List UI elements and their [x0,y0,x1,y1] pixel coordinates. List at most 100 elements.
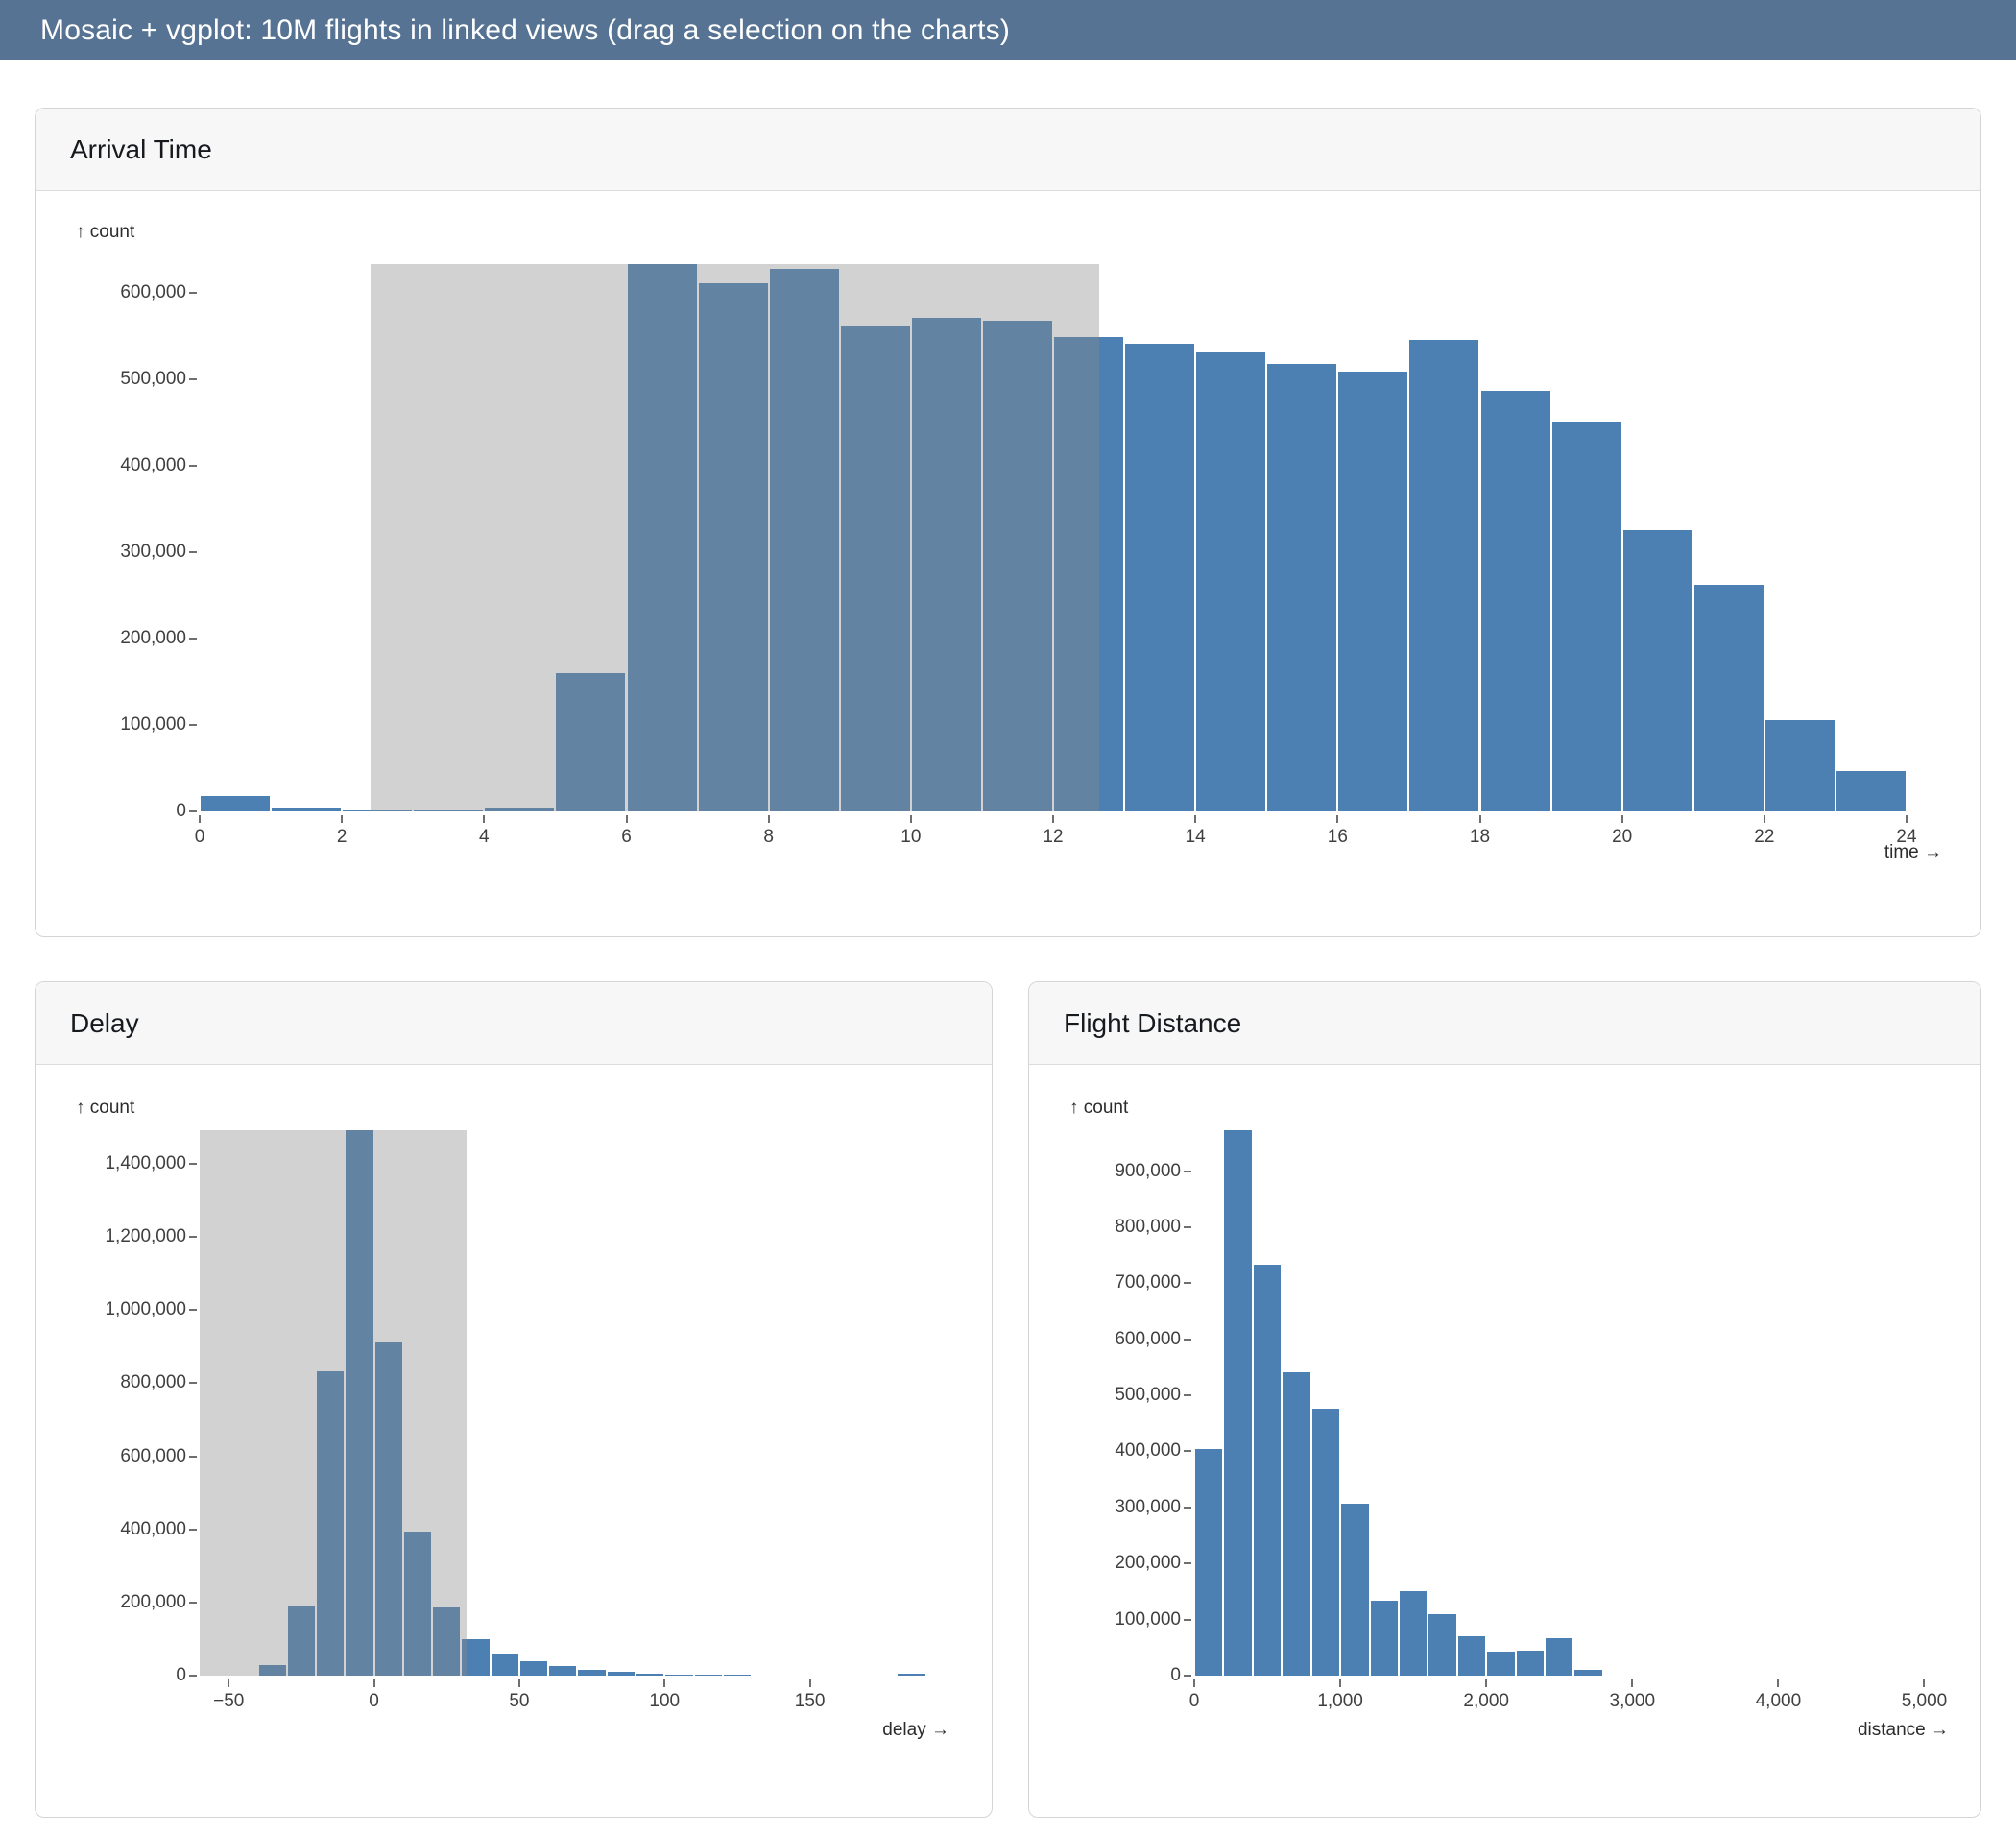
x-tick-mark [808,1679,811,1687]
y-tick-label: 0 [176,1665,186,1685]
y-tick-label: 0 [176,801,186,821]
x-axis-label: time → [1884,842,1942,862]
x-tick-label: 100 [649,1691,681,1711]
brush-selection[interactable] [370,264,1100,811]
x-tick-mark [1485,1679,1488,1687]
histogram-bar [414,809,484,811]
y-tick-mark [189,377,197,380]
x-tick-mark [517,1679,520,1687]
histogram-bar [317,1371,345,1676]
x-tick-label: 14 [1185,827,1206,847]
panel-title: Flight Distance [1064,1007,1242,1038]
histogram-bar [982,320,1052,811]
y-tick-label: 400,000 [120,454,186,475]
histogram-bar [607,1672,635,1676]
histogram-bar [258,1665,286,1676]
x-tick-mark [372,1679,375,1687]
y-tick-mark [1184,1394,1191,1397]
x-tick-mark [1339,1679,1342,1687]
y-tick-label: 100,000 [1115,1608,1181,1630]
histogram-bar [491,1653,518,1676]
histogram-bar [374,1341,402,1676]
histogram-bar [1764,719,1835,811]
histogram-bar [1370,1600,1398,1676]
histogram-bar [1338,371,1408,811]
arrival-time-histogram[interactable] [200,264,1907,811]
count-axis-label: ↑ count [76,1098,135,1118]
page-title: Mosaic + vgplot: 10M flights in linked v… [40,13,1011,46]
y-tick-mark [1184,1338,1191,1341]
y-tick-mark [189,1236,197,1239]
y-tick-mark [189,1309,197,1312]
histogram-bar [272,808,342,811]
x-axis-label: distance → [1857,1720,1949,1740]
x-tick-mark [341,815,344,823]
x-tick-label: 24 [1896,827,1917,847]
histogram-bar [698,282,768,811]
y-tick-mark [1184,1170,1191,1172]
y-tick-mark [189,723,197,726]
histogram-bar [1311,1408,1340,1676]
histogram-bar [1054,336,1124,811]
y-tick-label: 1,400,000 [105,1153,186,1174]
histogram-bar [519,1661,548,1676]
y-tick-label: 500,000 [1115,1385,1181,1406]
x-tick-mark [1194,815,1197,823]
delay-histogram[interactable] [200,1130,961,1676]
histogram-bar [1516,1651,1545,1676]
x-tick-label: 20 [1612,827,1633,847]
y-tick-mark [189,464,197,467]
panel-header: Flight Distance [1029,982,1980,1065]
y-tick-mark [1184,1675,1191,1677]
panel-header: Delay [36,982,992,1065]
y-tick-mark [1184,1450,1191,1453]
y-tick-mark [1184,1506,1191,1509]
histogram-bar [433,1607,461,1676]
x-tick-label: 12 [1043,827,1064,847]
histogram-bar [1487,1651,1515,1676]
histogram-bar [1574,1669,1602,1676]
flight-distance-histogram[interactable] [1194,1130,1959,1676]
histogram-bar [1399,1591,1428,1676]
histogram-bar [1196,351,1266,811]
x-tick-label: 22 [1754,827,1775,847]
brush-selection[interactable] [200,1130,468,1676]
x-tick-label: 8 [763,827,774,847]
histogram-bar [462,1638,490,1676]
y-tick-mark [189,291,197,294]
histogram-bar [346,1130,373,1676]
x-tick-label: 1,000 [1317,1691,1363,1711]
histogram-bar [1195,1448,1223,1676]
y-tick-label: 600,000 [1115,1328,1181,1349]
x-tick-mark [1763,815,1765,823]
x-tick-mark [1052,815,1054,823]
histogram-bar [556,672,626,811]
histogram-bar [1125,343,1195,811]
x-tick-mark [663,1679,666,1687]
y-tick-label: 700,000 [1115,1272,1181,1293]
y-tick-mark [1184,1562,1191,1565]
y-tick-label: 1,200,000 [105,1226,186,1247]
x-tick-mark [483,815,486,823]
y-tick-label: 100,000 [120,713,186,735]
x-tick-label: 0 [1188,1691,1200,1711]
y-tick-mark [189,550,197,553]
y-tick-mark [1184,1225,1191,1228]
x-tick-label: 2 [336,827,348,847]
panel-header: Arrival Time [36,109,1980,191]
histogram-bar [1480,391,1550,811]
histogram-bar [1457,1635,1486,1676]
panel-title: Arrival Time [70,133,212,164]
y-tick-label: 1,000,000 [105,1299,186,1320]
count-axis-label: ↑ count [1069,1098,1129,1118]
histogram-bar [1551,421,1621,811]
y-tick-label: 600,000 [120,281,186,302]
y-tick-label: 800,000 [120,1372,186,1393]
x-tick-mark [1631,1679,1634,1687]
x-tick-mark [1336,815,1339,823]
y-tick-label: 900,000 [1115,1160,1181,1181]
y-tick-label: 300,000 [1115,1496,1181,1517]
histogram-bar [1267,364,1337,811]
x-tick-label: 0 [369,1691,379,1711]
